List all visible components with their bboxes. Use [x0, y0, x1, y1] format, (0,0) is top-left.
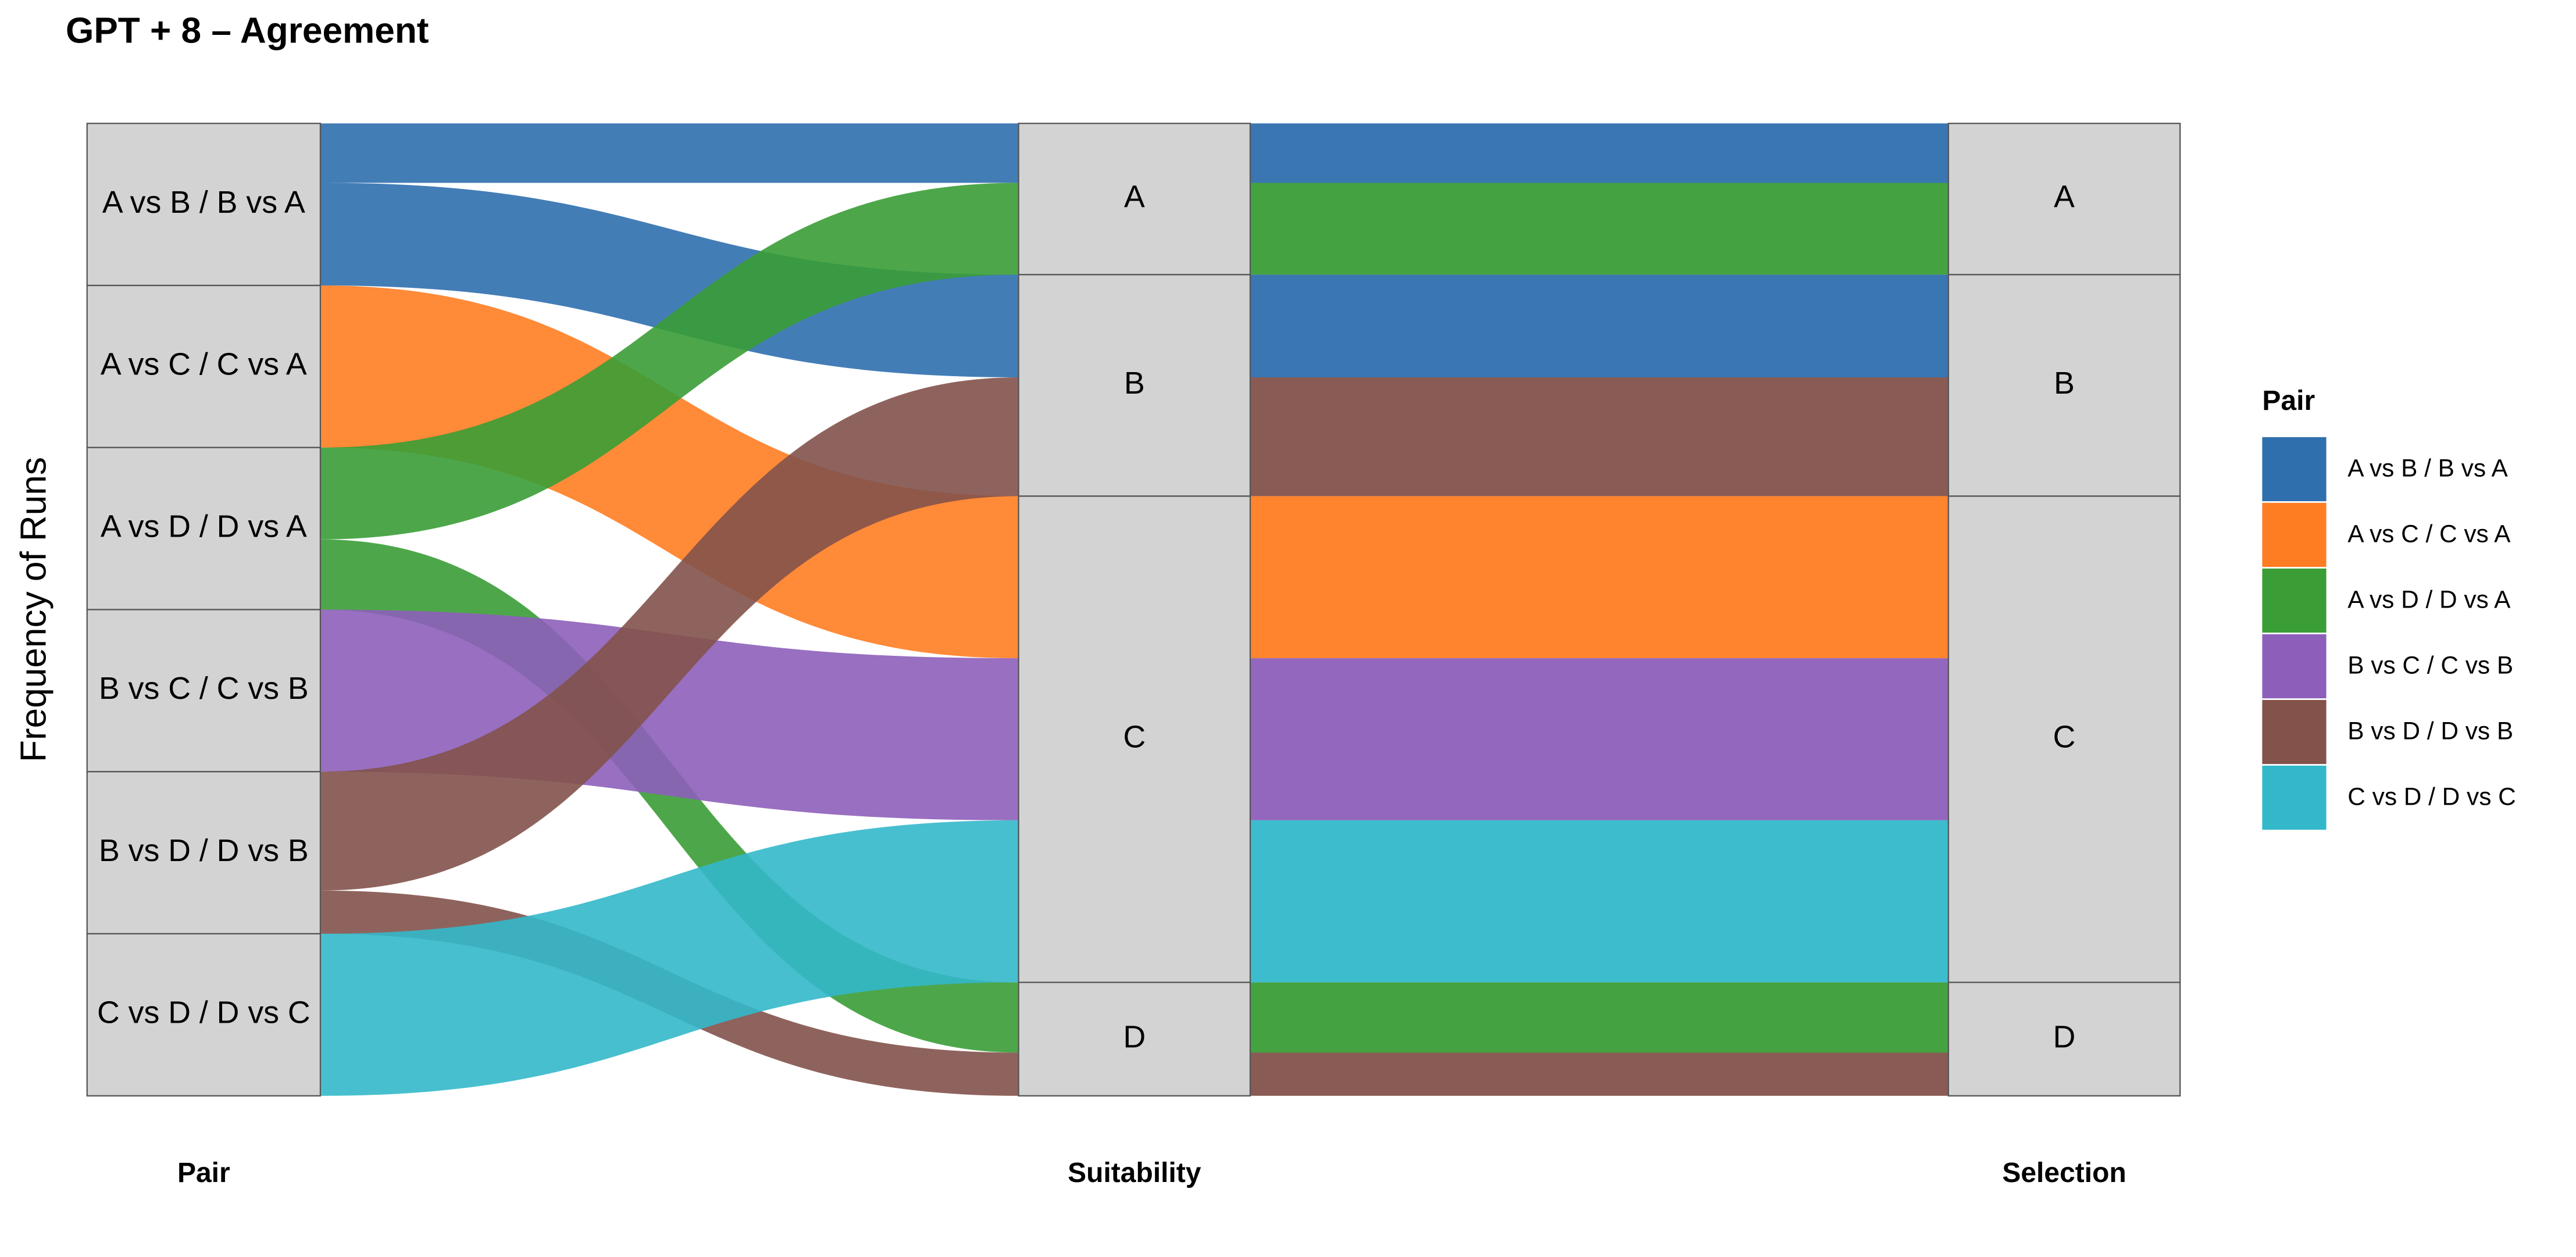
stratum-label: C — [1123, 720, 1146, 755]
flow-ribbon — [1250, 377, 1949, 497]
legend-key — [2262, 634, 2327, 699]
flow-ribbon — [320, 539, 1019, 1053]
flow-ribbon — [1250, 658, 1949, 820]
stratum-label: A vs D / D vs A — [101, 509, 307, 544]
x-axis-label: Selection — [2002, 1158, 2126, 1188]
flow-ribbon — [320, 285, 1019, 659]
stratum-box — [1947, 274, 2181, 497]
stratum-box — [1947, 123, 2181, 276]
stratum-label: B vs C / C vs B — [99, 671, 309, 706]
flow-ribbon — [320, 123, 1019, 183]
stratum-box — [86, 284, 322, 448]
legend-key — [2262, 437, 2327, 502]
x-axis-label: Pair — [177, 1158, 230, 1188]
legend-key — [2262, 568, 2327, 633]
chart-title: GPT + 8 – Agreement — [66, 10, 429, 51]
legend-label: C vs D / D vs C — [2347, 783, 2516, 810]
stratum-label: B vs D / D vs B — [99, 833, 309, 868]
stratum-label: A vs B / B vs A — [102, 185, 305, 220]
flow-ribbon — [320, 377, 1019, 891]
flow-ribbon — [320, 820, 1019, 1096]
flow-ribbon — [320, 183, 1019, 540]
stratum-box — [86, 609, 322, 773]
stratum-box — [1018, 274, 1251, 497]
stratum-box — [86, 933, 322, 1097]
stratum-label: A — [1124, 179, 1145, 214]
stratum-label: C vs D / D vs C — [97, 995, 311, 1030]
stratum-label: D — [1123, 1019, 1146, 1054]
flow-ribbon — [320, 183, 1019, 377]
legend-label: B vs C / C vs B — [2347, 652, 2513, 679]
stratum-label: A vs C / C vs A — [101, 347, 307, 382]
stratum-box — [1018, 123, 1251, 276]
flow-ribbon — [1250, 820, 1949, 983]
flow-ribbon — [1250, 982, 1949, 1053]
stratum-label: B — [2054, 366, 2075, 401]
legend-label: B vs D / D vs B — [2347, 717, 2513, 745]
stratum-box — [1947, 981, 2181, 1097]
legend-label: A vs B / B vs A — [2347, 455, 2508, 482]
stratum-label: A — [2054, 179, 2075, 214]
stratum-box — [1947, 495, 2181, 983]
stratum-label: C — [2053, 720, 2076, 755]
legend-title: Pair — [2262, 385, 2315, 416]
legend-key — [2262, 502, 2327, 567]
stratum-box — [86, 123, 322, 287]
stratum-box — [86, 771, 322, 935]
y-axis-label: Frequency of Runs — [14, 457, 54, 762]
legend-label: A vs D / D vs A — [2347, 586, 2511, 613]
flow-ribbon — [1250, 496, 1949, 659]
stratum-label: B — [1124, 366, 1145, 401]
x-axis-label: Suitability — [1068, 1158, 1201, 1188]
legend-key — [2262, 699, 2327, 765]
stratum-label: D — [2053, 1019, 2076, 1054]
stratum-box — [86, 447, 322, 610]
flow-ribbon — [1250, 183, 1949, 275]
stratum-box — [1018, 981, 1251, 1097]
flow-ribbon — [1250, 274, 1949, 377]
flow-ribbon — [1250, 123, 1949, 183]
legend-key — [2262, 765, 2327, 830]
legend-label: A vs C / C vs A — [2347, 520, 2511, 548]
flow-ribbon — [1250, 1052, 1949, 1096]
